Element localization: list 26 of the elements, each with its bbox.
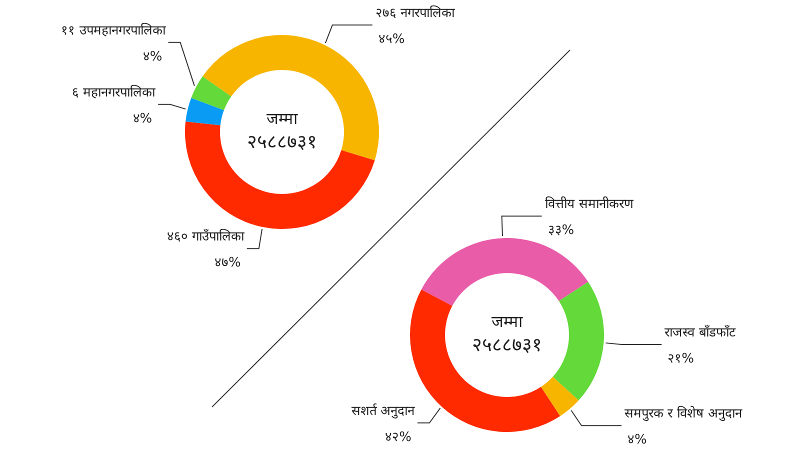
data-label: ४५% [378, 32, 405, 48]
data-label: ४% [142, 49, 162, 64]
slice-label: वित्तीय समानीकरण [544, 196, 634, 212]
data-label: २१% [668, 352, 694, 367]
slice-label: समपुरक र विशेष अनुदान [624, 406, 743, 422]
donut-slice [202, 35, 379, 160]
data-label: ३३% [548, 223, 574, 238]
donut-slice [540, 376, 579, 416]
slice-label: ११ उपमहानगरपालिका [61, 22, 166, 38]
data-label: ४% [628, 432, 647, 448]
slice-label: २७६ नगरपालिका [375, 5, 456, 22]
slice-label: ४६० गाउँपालिका [166, 228, 245, 245]
slice-label: सशर्त अनुदान [351, 402, 416, 419]
text: जम्मा [266, 109, 298, 128]
text: २५८८७३१ [247, 131, 317, 153]
donut-slice [421, 238, 588, 306]
text: २५८८७३१ [472, 334, 542, 356]
data-label: ४% [132, 111, 152, 126]
data-label: ४२% [385, 430, 412, 445]
slice-label: राजस्व बाँडफाँट [664, 324, 736, 341]
text: जम्मा [492, 312, 524, 331]
data-label: ४७% [214, 256, 241, 271]
donut-slice [191, 76, 232, 110]
donut-slice [186, 98, 224, 126]
slice-label: ६ महानगरपालिका [72, 84, 156, 100]
donut-slice [552, 282, 604, 400]
